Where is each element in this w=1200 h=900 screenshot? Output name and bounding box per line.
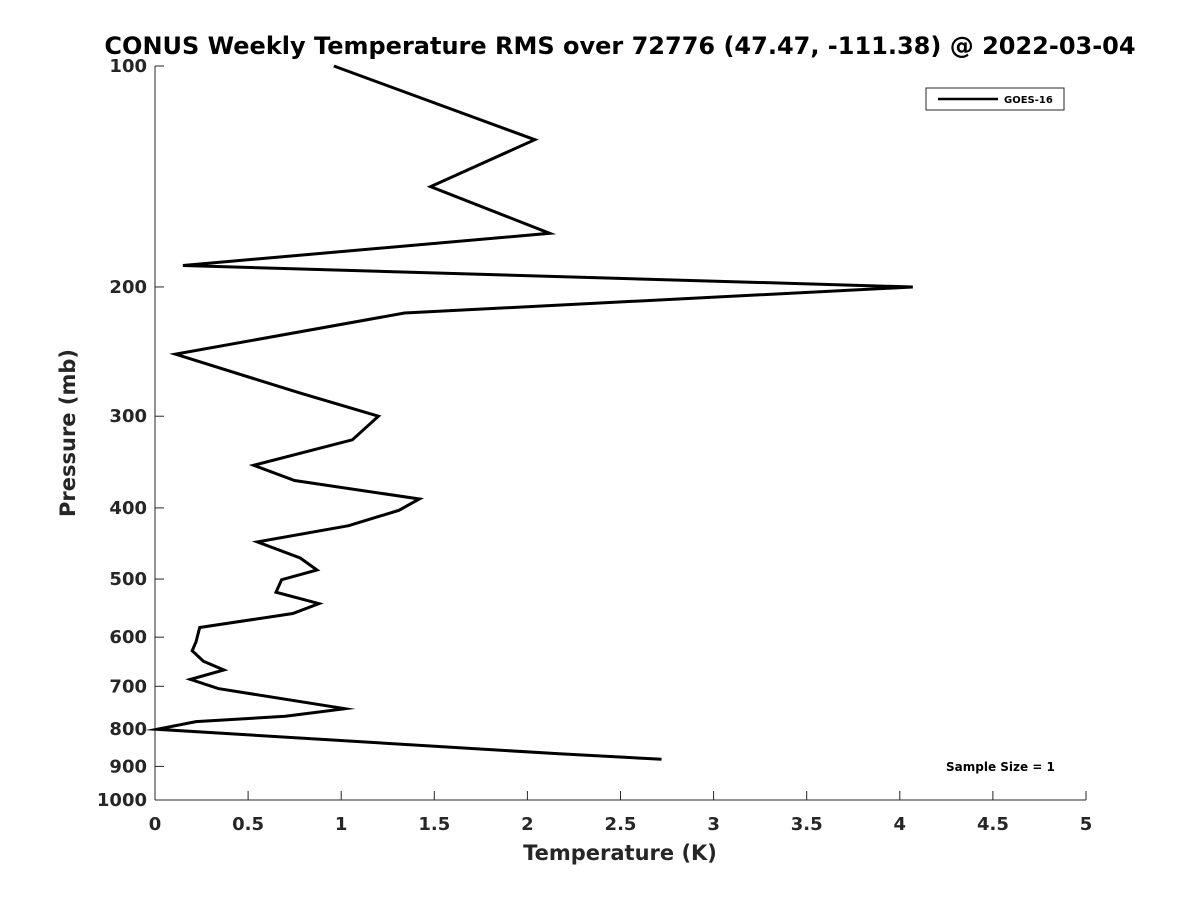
x-ticks: 0 0.5 1 1.5 2 2.5 3 3.5 4 4.5 5 — [149, 791, 1093, 835]
y-tick-label: 1000 — [97, 790, 147, 811]
x-tick-label: 1 — [335, 814, 348, 835]
x-tick-label: 1.5 — [418, 814, 450, 835]
x-axis-label: Temperature (K) — [523, 841, 717, 865]
legend: GOES-16 — [925, 87, 1065, 111]
y-tick-label: 100 — [109, 56, 147, 77]
y-tick-label: 300 — [109, 406, 147, 427]
x-tick-label: 2.5 — [605, 814, 637, 835]
x-tick-label: 5 — [1080, 814, 1093, 835]
x-tick-label: 3.5 — [791, 814, 823, 835]
y-tick-label: 900 — [109, 756, 147, 777]
x-tick-label: 2 — [521, 814, 534, 835]
y-axis-label: Pressure (mb) — [56, 349, 80, 517]
y-tick-label: 200 — [109, 277, 147, 298]
series-line-goes-16 — [145, 64, 913, 761]
x-tick-label: 4.5 — [977, 814, 1009, 835]
y-tick-label: 700 — [109, 676, 147, 697]
y-tick-label: 600 — [109, 627, 147, 648]
x-tick-label: 0.5 — [232, 814, 264, 835]
series-layer — [145, 64, 913, 761]
chart-title: CONUS Weekly Temperature RMS over 72776 … — [104, 32, 1135, 60]
legend-label-goes-16: GOES-16 — [1004, 95, 1053, 106]
y-ticks: 100 200 300 400 500 600 700 800 900 1000 — [97, 56, 164, 811]
y-tick-label: 800 — [109, 719, 147, 740]
x-tick-label: 3 — [707, 814, 720, 835]
x-tick-label: 0 — [149, 814, 162, 835]
y-tick-label: 400 — [109, 498, 147, 519]
y-tick-label: 500 — [109, 569, 147, 590]
sample-size-annotation: Sample Size = 1 — [946, 760, 1055, 774]
x-tick-label: 4 — [894, 814, 907, 835]
